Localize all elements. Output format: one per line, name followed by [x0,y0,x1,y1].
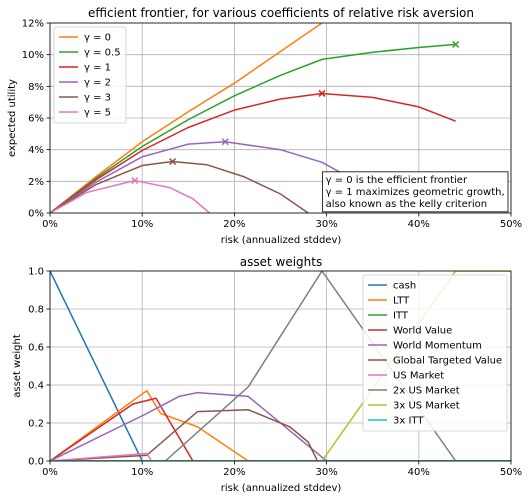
legend-box [362,274,508,432]
legend-label: 3x ITT [393,416,424,427]
y-tick-label: 0.2 [28,419,44,430]
x-tick-label: 20% [223,467,245,478]
legend-label: cash [393,281,416,292]
series-line [50,452,511,461]
legend-box [53,26,127,124]
legend-label: γ = 0 [84,33,111,44]
legend-label: 2x US Market [393,386,460,397]
legend-label: World Momentum [393,341,482,352]
asset-weights-chart: asset weights risk (annualized stddev) a… [12,255,522,494]
legend-label: US Market [393,371,444,382]
legend-label: γ = 3 [84,93,111,104]
annotation-line: γ = 1 maximizes geometric growth, [326,187,505,198]
plot-frame [49,270,512,462]
chart2-ylabel: asset weight [12,334,23,398]
legend: γ = 0 γ = 0.5 γ = 1 γ = 2 γ = 3 γ = 5 [53,26,127,124]
legend-label: Global Targeted Value [393,356,502,367]
y-tick-label: 6% [28,114,44,125]
y-tick-label: 2% [28,177,44,188]
y-tick-label: 0.4 [28,381,44,392]
chart2-xlabel: risk (annualized stddev) [221,483,342,494]
x-tick-label: 10% [131,219,153,230]
annotation-box [322,171,509,213]
legend-label: LTT [393,296,410,307]
x-tick-label: 40% [408,467,430,478]
series-line [50,391,511,461]
annotation-line: γ = 0 is the efficient frontier [326,175,468,186]
y-tick-label: 0.8 [28,305,44,316]
series-line [50,271,511,461]
legend: cash LTT ITT World Value World Momentum Globa… [362,274,508,432]
series-line [50,23,323,213]
series-line [50,160,309,213]
y-tick-label: 1.0 [28,267,44,278]
legend-label: World Value [393,326,452,337]
annotation-line: also known as the kelly criterion [326,199,488,210]
x-tick-label: 0% [42,467,58,478]
x-marker [131,177,139,185]
x-tick-label: 20% [223,219,245,230]
series-line [50,397,511,461]
x-tick-label: 40% [408,219,430,230]
legend-label: γ = 0.5 [84,48,121,59]
series-line [50,389,511,461]
x-marker [221,138,229,146]
y-tick-label: 12% [22,19,44,30]
y-tick-label: 0% [28,209,44,220]
series-group [50,271,511,461]
legend-label: ITT [393,311,409,322]
series-line [50,271,511,461]
chart2-title: asset weights [240,255,322,269]
chart1-title: efficient frontier, for various coeffici… [88,6,474,20]
chart1-xlabel: risk (annualized stddev) [221,235,342,246]
legend-label: γ = 1 [84,63,111,74]
legend-label: γ = 2 [84,78,111,89]
x-marker [452,40,460,48]
x-tick-label: 30% [315,219,337,230]
y-tick-label: 10% [22,50,44,61]
y-tick-label: 4% [28,145,44,156]
y-tick-label: 0.0 [28,457,44,468]
x-tick-label: 10% [131,467,153,478]
series-line [50,92,456,213]
y-tick-label: 0.6 [28,343,44,354]
x-tick-label: 0% [42,219,58,230]
x-marker [318,89,326,97]
series-line [50,408,511,461]
y-tick-label: 8% [28,82,44,93]
legend-label: γ = 5 [84,108,111,119]
plot-frame [49,22,512,214]
x-marker [169,158,177,166]
series-line [50,43,456,213]
x-tick-label: 30% [315,467,337,478]
chart1-ylabel: expected utility [7,79,18,157]
x-tick-label: 50% [500,219,522,230]
series-line [50,179,210,213]
legend-label: 3x US Market [393,401,460,412]
x-tick-label: 50% [500,467,522,478]
efficient-frontier-chart: efficient frontier, for various coeffici… [7,6,522,246]
